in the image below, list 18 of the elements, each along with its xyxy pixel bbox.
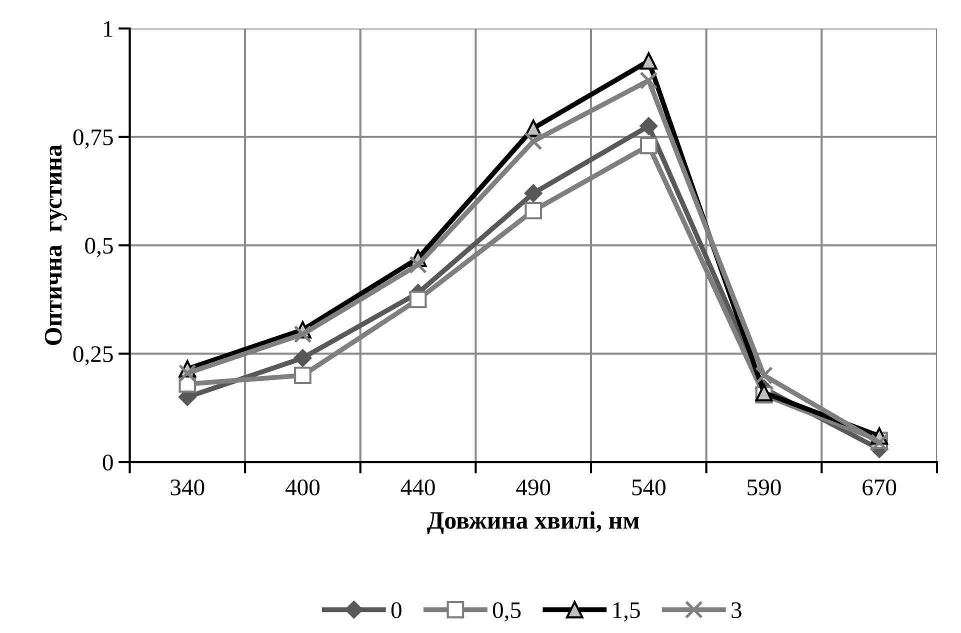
y-tick-label: 0,5 [85, 238, 113, 258]
x-axis-title: Довжина хвилі, нм [427, 511, 639, 534]
legend-label: 0,5 [492, 602, 521, 622]
x-tick-label: 490 [516, 479, 550, 496]
y-tick-label: 0,25 [73, 346, 113, 366]
y-tick-label: 0 [102, 454, 113, 471]
x-tick-label: 540 [632, 479, 666, 496]
x-tick-label: 670 [862, 479, 896, 496]
x-tick-label: 340 [170, 479, 204, 496]
legend-label: 0 [391, 602, 402, 618]
y-axis-title: Оптична густина [44, 144, 67, 345]
y-tick-label: 0,75 [73, 129, 113, 149]
x-tick-label: 590 [748, 479, 781, 496]
x-tick-label: 400 [285, 479, 320, 496]
legend-label: 1,5 [613, 602, 640, 622]
y-tick-label: 1 [104, 21, 112, 37]
x-tick-label: 440 [400, 479, 435, 496]
legend-label: 3 [732, 602, 742, 618]
